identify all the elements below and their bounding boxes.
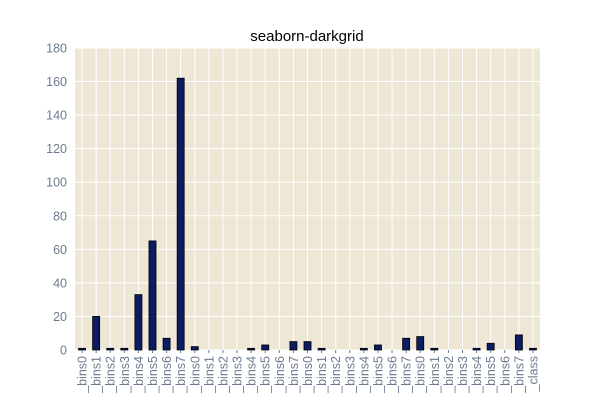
bar [529, 347, 537, 351]
y-tick-label: 120 [46, 142, 67, 156]
x-tick-label: _bins5 [371, 356, 385, 394]
x-tick-label: _bins3 [456, 356, 470, 394]
x-tick-label: _bins3 [118, 356, 132, 394]
x-tick-label: _bins0 [301, 356, 315, 394]
y-tick-label: 160 [46, 75, 67, 89]
x-tick-label: _class [526, 356, 540, 392]
bar [374, 344, 382, 351]
bars [78, 77, 537, 351]
x-tick-label: _bins7 [287, 356, 301, 394]
x-tick-label: _bins0 [414, 356, 428, 394]
y-tick-label: 100 [46, 176, 67, 190]
y-tick-label: 140 [46, 109, 67, 123]
y-tick-label: 20 [53, 310, 67, 324]
y-tick-label: 0 [60, 344, 67, 358]
x-tick-label: _bins6 [386, 356, 400, 394]
bar [430, 347, 439, 351]
y-tick-label: 60 [53, 243, 67, 257]
bar [472, 347, 481, 351]
x-tick-label: _bins1 [315, 356, 329, 394]
x-tick-label: _bins4 [245, 356, 259, 394]
x-tick-label: _bins1 [202, 356, 216, 394]
bar [289, 341, 298, 351]
x-tick-label: _bins5 [259, 356, 273, 394]
bar [134, 294, 143, 351]
bar [176, 77, 185, 351]
x-tick-label: _bins2 [216, 356, 230, 394]
bar [92, 316, 101, 351]
y-tick-label: 180 [46, 42, 67, 56]
bar [261, 344, 270, 351]
x-tick-label: _bins2 [329, 356, 343, 394]
x-tick-label: _bins7 [512, 356, 526, 394]
x-tick-label: _bins5 [484, 356, 498, 394]
x-tick-label: _bins7 [174, 356, 188, 394]
bar [78, 347, 86, 351]
x-tick-label: _bins6 [273, 356, 287, 394]
x-tick-label: _bins4 [357, 356, 371, 394]
x-tick-label: _bins3 [231, 356, 245, 394]
x-tick-label: _bins4 [132, 356, 146, 394]
bar [317, 347, 326, 351]
bar [359, 347, 368, 351]
x-tick-label: _bins6 [498, 356, 512, 394]
bar [148, 240, 157, 351]
x-tick-label: _bins4 [470, 356, 484, 394]
bar [402, 337, 411, 351]
y-tick-label: 40 [53, 276, 67, 290]
bar [303, 341, 312, 351]
x-tick-label: _bins2 [442, 356, 456, 394]
bar [106, 347, 115, 351]
x-tick-label: _bins6 [160, 356, 174, 394]
bar [162, 337, 171, 351]
x-tick-label: _bins2 [104, 356, 118, 394]
y-axis-ticks: 0 20 40 60 80 100 120 140 160 180 [46, 42, 67, 358]
x-tick-label: _bins7 [400, 356, 414, 394]
x-tick-label: _bins3 [343, 356, 357, 394]
bar [120, 347, 129, 351]
x-tick-label: _bins0 [76, 356, 90, 394]
x-axis-ticks: _bins0 _bins1 _bins2 _bins3 _bins4 _bins5 _bin… [76, 350, 540, 394]
x-tick-label: _bins5 [146, 356, 160, 394]
bar [416, 336, 425, 351]
x-tick-label: _bins1 [428, 356, 442, 394]
bar [190, 346, 199, 351]
x-tick-label: _bins1 [90, 356, 104, 394]
x-tick-label: _bins0 [188, 356, 202, 394]
bar [486, 342, 495, 351]
bar [247, 347, 256, 351]
chart-title: seaborn-darkgrid [250, 28, 363, 45]
y-tick-label: 80 [53, 209, 67, 223]
bar [514, 334, 523, 351]
